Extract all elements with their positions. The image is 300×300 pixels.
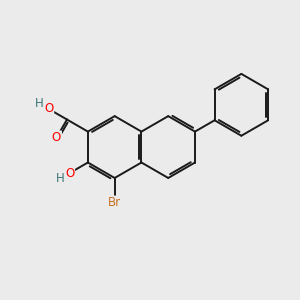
Text: H: H [56, 172, 64, 185]
Text: H: H [34, 97, 43, 110]
Text: O: O [65, 167, 74, 180]
Text: Br: Br [108, 196, 121, 209]
Text: O: O [44, 102, 53, 116]
Text: O: O [52, 131, 61, 144]
